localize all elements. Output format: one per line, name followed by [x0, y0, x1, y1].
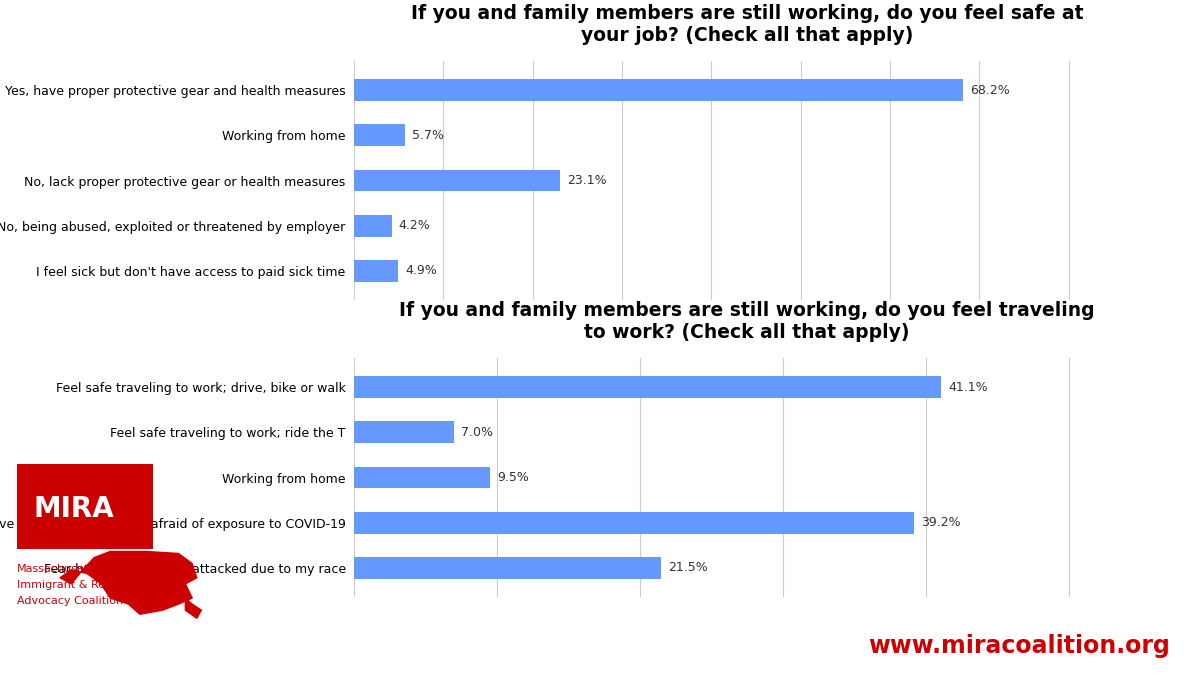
Bar: [354, 466, 490, 489]
Bar: [354, 124, 404, 146]
Text: 7.0%: 7.0%: [461, 426, 493, 439]
Text: Advocacy Coalition: Advocacy Coalition: [17, 596, 122, 606]
Bar: [354, 215, 391, 237]
Title: If you and family members are still working, do you feel traveling
to work? (Che: If you and family members are still work…: [400, 301, 1094, 342]
Text: www.miracoalition.org: www.miracoalition.org: [868, 634, 1170, 658]
Text: 39.2%: 39.2%: [922, 516, 961, 529]
Text: 68.2%: 68.2%: [971, 84, 1010, 97]
Text: 4.2%: 4.2%: [398, 219, 431, 232]
Text: 41.1%: 41.1%: [948, 381, 988, 394]
Title: If you and family members are still working, do you feel safe at
your job? (Chec: If you and family members are still work…: [410, 4, 1084, 45]
Text: Massachusetts: Massachusetts: [17, 564, 100, 574]
Text: 21.5%: 21.5%: [668, 562, 708, 574]
Bar: [354, 79, 964, 101]
Bar: [354, 376, 941, 398]
Text: 5.7%: 5.7%: [412, 129, 444, 142]
Polygon shape: [60, 551, 197, 614]
Bar: [354, 512, 914, 534]
Bar: [354, 557, 661, 579]
Text: Immigrant & Refugee: Immigrant & Refugee: [17, 580, 137, 590]
Bar: [354, 169, 560, 192]
Text: 23.1%: 23.1%: [568, 174, 607, 187]
Bar: [354, 260, 397, 282]
FancyBboxPatch shape: [17, 464, 154, 549]
Text: 4.9%: 4.9%: [404, 265, 437, 277]
Text: MIRA: MIRA: [34, 495, 114, 523]
Bar: [354, 421, 454, 443]
Text: 9.5%: 9.5%: [497, 471, 529, 484]
Polygon shape: [186, 598, 202, 618]
